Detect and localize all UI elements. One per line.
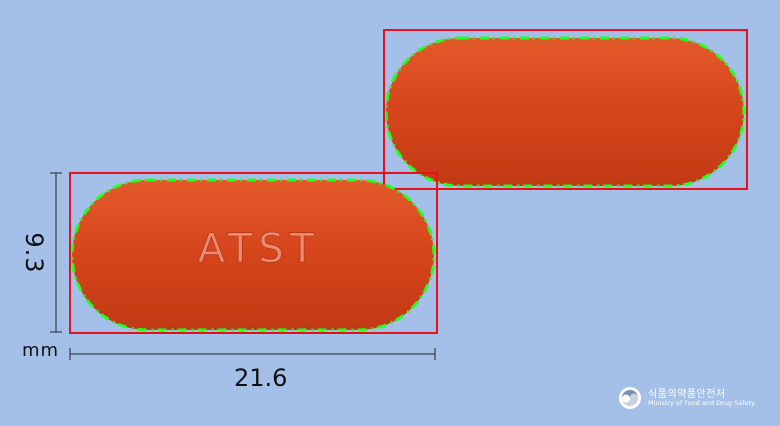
pill-front-bounding-box bbox=[69, 172, 438, 334]
pill-back-contour bbox=[384, 36, 746, 188]
logo-korean-name: 식품의약품안전처 bbox=[648, 388, 726, 400]
logo-text: 식품의약품안전처 Ministry of Food and Drug Safet… bbox=[648, 389, 755, 407]
pill-front-body bbox=[72, 180, 434, 330]
taegeuk-emblem-icon bbox=[619, 387, 641, 409]
pill-front-contour bbox=[70, 178, 436, 332]
pill-back bbox=[383, 29, 748, 190]
pill-back-body bbox=[386, 38, 744, 186]
height-dimension-line bbox=[50, 172, 62, 333]
mfds-logo: 식품의약품안전처 Ministry of Food and Drug Safet… bbox=[618, 386, 755, 410]
pill-back-bounding-box bbox=[383, 29, 748, 190]
unit-label: mm bbox=[22, 340, 60, 361]
width-dimension-line bbox=[69, 348, 436, 360]
pill-front: ATST bbox=[69, 172, 438, 334]
height-value: 9.3 bbox=[20, 232, 48, 274]
logo-english-name: Ministry of Food and Drug Safety bbox=[648, 398, 755, 407]
width-value: 21.6 bbox=[234, 364, 288, 392]
pill-imprint: ATST bbox=[198, 226, 321, 272]
